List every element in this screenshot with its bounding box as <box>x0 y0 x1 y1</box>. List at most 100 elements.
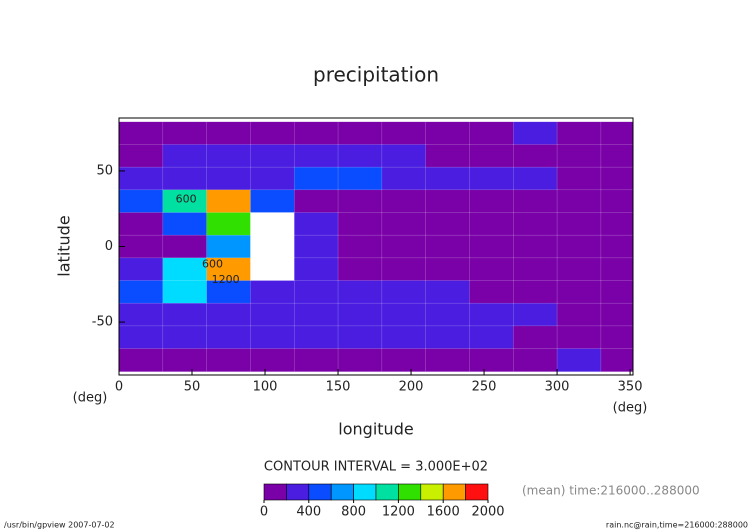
field-cell <box>337 212 383 236</box>
field-cell <box>381 280 427 304</box>
field-cell <box>293 325 339 350</box>
field-cell <box>381 144 427 168</box>
field-cell <box>250 189 295 214</box>
field-cell <box>206 166 252 191</box>
field-cell <box>381 257 427 282</box>
colorbar-box <box>442 483 466 501</box>
x-tick-label: 0 <box>115 380 123 395</box>
field-cell <box>119 166 164 191</box>
field-cell <box>206 234 252 259</box>
field-cell <box>469 189 515 214</box>
field-cell <box>119 302 164 327</box>
field-cell <box>600 302 633 327</box>
contour-interval: CONTOUR INTERVAL = 3.000E+02 <box>264 460 488 475</box>
colorbar-tick-label: 800 <box>341 505 366 520</box>
field-cell <box>600 348 633 372</box>
field-cell <box>556 121 602 146</box>
field-cell <box>119 189 164 214</box>
field-cell <box>600 189 633 214</box>
colorbar-box <box>353 483 377 501</box>
x-tick-label: 350 <box>618 380 643 395</box>
field-cell <box>600 325 633 350</box>
field-cell <box>337 121 383 146</box>
field-cell <box>337 144 383 168</box>
field-cell <box>425 280 471 304</box>
field-cell <box>425 189 471 214</box>
field-cell <box>293 166 339 191</box>
field-cell <box>119 121 164 146</box>
field-cell <box>469 144 515 168</box>
field-cell <box>425 348 471 372</box>
field-cell <box>162 212 208 236</box>
x-unit: (deg) <box>613 401 648 416</box>
field-cell <box>162 348 208 372</box>
field-cell <box>337 166 383 191</box>
footer-right: rain.nc@rain,time=216000:288000 <box>606 521 748 530</box>
field-cell <box>556 348 602 372</box>
field-cell <box>162 257 208 282</box>
field-cell <box>513 144 558 168</box>
field-cell <box>162 280 208 304</box>
field-cell <box>469 234 515 259</box>
field-cell <box>162 325 208 350</box>
field-cell <box>250 302 295 327</box>
field-cell <box>556 325 602 350</box>
colorbar-tick-label: 2000 <box>471 505 504 520</box>
field-cell <box>206 325 252 350</box>
colorbar-box <box>420 483 444 501</box>
field-cell <box>556 189 602 214</box>
field-cell <box>293 121 339 146</box>
x-tick-label: 200 <box>399 380 424 395</box>
field-cell <box>469 302 515 327</box>
field-cell <box>119 348 164 372</box>
field-cell <box>600 234 633 259</box>
field-cell <box>293 348 339 372</box>
field-cell <box>425 325 471 350</box>
field-cell <box>513 121 558 146</box>
field-cell <box>513 234 558 259</box>
field-cell <box>337 302 383 327</box>
field-cell <box>293 234 339 259</box>
field-cell <box>513 280 558 304</box>
field-cell <box>469 348 515 372</box>
field-cell <box>250 121 295 146</box>
x-tick-label: 300 <box>545 380 570 395</box>
field <box>119 121 633 372</box>
x-tick-label: 50 <box>184 380 201 395</box>
field-cell <box>250 348 295 372</box>
field-cell <box>469 280 515 304</box>
field-cell <box>425 121 471 146</box>
field-cell <box>381 302 427 327</box>
field-cell <box>513 166 558 191</box>
field-cell <box>425 302 471 327</box>
field-cell <box>119 257 164 282</box>
field-cell <box>250 280 295 304</box>
field-cell <box>337 234 383 259</box>
y-tick-label: -50 <box>92 315 113 330</box>
field-cell <box>250 234 295 259</box>
field-cell <box>162 166 208 191</box>
field-cell <box>119 325 164 350</box>
field-cell <box>556 302 602 327</box>
field-cell <box>381 325 427 350</box>
field-cell <box>381 234 427 259</box>
field-cell <box>513 325 558 350</box>
colorbar-tick-label: 1600 <box>427 505 460 520</box>
contour-label: 600 <box>202 258 223 271</box>
x-tick-label: 150 <box>326 380 351 395</box>
y-axis-label: latitude <box>55 215 74 276</box>
field-cell <box>119 212 164 236</box>
colorbar-box <box>263 483 287 501</box>
field-cell <box>381 166 427 191</box>
field-cell <box>381 212 427 236</box>
field-cell <box>293 257 339 282</box>
x-axis-label: longitude <box>338 420 413 439</box>
field-cell <box>425 212 471 236</box>
field-cell <box>556 144 602 168</box>
colorbar-box <box>398 483 422 501</box>
field-cell <box>162 144 208 168</box>
colorbar-tick-label: 0 <box>260 505 268 520</box>
field-cell <box>469 325 515 350</box>
field-cell <box>556 280 602 304</box>
